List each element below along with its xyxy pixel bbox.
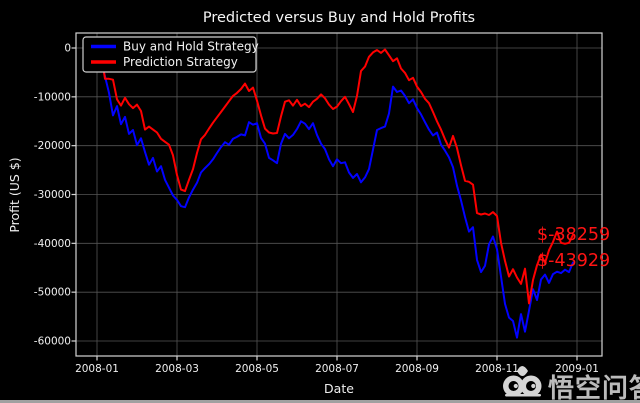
x-tick-label: 2008-07 — [315, 363, 359, 375]
x-tick-label: 2008-05 — [235, 363, 279, 375]
x-tick-label: 2008-03 — [155, 363, 199, 375]
x-axis-label: Date — [324, 381, 354, 396]
annotation-prediction-final: $-38259 — [537, 225, 610, 245]
y-tick-label: -30000 — [34, 189, 71, 201]
y-tick-label: -50000 — [34, 287, 71, 299]
data-lines — [96, 47, 574, 339]
x-tick-label: 2008-01 — [75, 363, 119, 375]
bottom-border-strip — [0, 400, 640, 403]
x-tick-label: 2008-11 — [475, 363, 519, 375]
y-tick-label: -10000 — [34, 91, 71, 103]
series-line-buy-and-hold — [96, 47, 574, 339]
y-tick-label: -60000 — [34, 336, 71, 348]
y-tick-label: 0 — [64, 43, 71, 55]
legend-label-prediction: Prediction Strategy — [123, 55, 238, 69]
cloud-swirl-icon — [503, 366, 542, 397]
annotation-buyhold-final: $-43929 — [537, 251, 610, 271]
y-axis-label: Profit (US $) — [7, 157, 22, 232]
watermark: 悟空问答 — [503, 366, 640, 403]
chart-title: Predicted versus Buy and Hold Profits — [203, 10, 475, 26]
legend: Buy and Hold Strategy Prediction Strateg… — [82, 36, 259, 73]
series-line-prediction — [96, 47, 574, 305]
tick-labels: 2008-01 2008-03 2008-05 2008-07 2008-09 2008-… — [34, 43, 599, 376]
legend-label-buy-and-hold: Buy and Hold Strategy — [123, 40, 259, 54]
watermark-text: 悟空问答 — [548, 373, 640, 403]
y-tick-label: -40000 — [34, 238, 71, 250]
x-tick-label: 2009-01 — [555, 363, 599, 375]
legend-box — [82, 36, 257, 73]
x-tick-label: 2008-09 — [395, 363, 439, 375]
y-tick-label: -20000 — [34, 140, 71, 152]
tick-marks — [71, 47, 578, 361]
